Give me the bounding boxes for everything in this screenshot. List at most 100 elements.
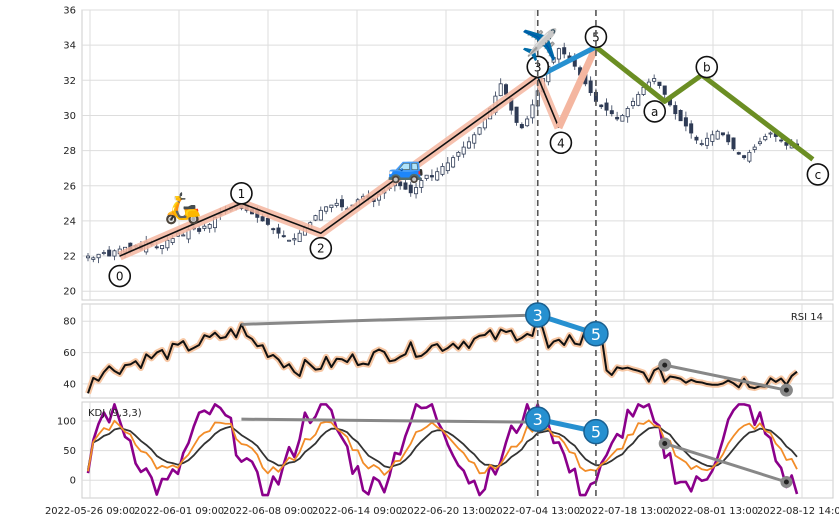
candle-body	[181, 234, 186, 237]
x-tick-label: 2022-08-12 14:00	[757, 506, 839, 517]
candle-body	[202, 225, 207, 229]
candle-body	[503, 84, 508, 95]
candle-body	[414, 187, 419, 195]
candle-body	[440, 166, 445, 175]
candle-body	[498, 83, 503, 97]
candle-body	[165, 239, 170, 249]
x-tick-label: 2022-05-26 09:00	[45, 506, 135, 517]
candle-body	[419, 180, 424, 188]
y-tick-label: 32	[63, 76, 76, 87]
candle-body	[424, 174, 429, 179]
candle-body	[673, 105, 678, 115]
candle-body	[160, 245, 165, 249]
candle-body	[154, 246, 159, 249]
y-tick-label: 60	[63, 348, 76, 359]
wave-label-circle-0	[108, 264, 132, 288]
candle-body	[260, 216, 265, 222]
x-tick-label: 2022-07-04 13:00	[490, 506, 580, 517]
y-tick-label: 24	[63, 216, 76, 227]
corrective-wave-line	[594, 44, 815, 162]
candle-body	[779, 139, 784, 142]
candle-body	[96, 253, 101, 259]
candle-body	[694, 136, 699, 141]
candle-body	[265, 217, 270, 225]
wave-label-2: 2	[317, 242, 325, 256]
wave-label-circle-a	[643, 100, 667, 123]
candle-body	[731, 137, 736, 150]
wave-label-a: a	[651, 105, 658, 119]
candle-body	[620, 115, 625, 122]
x-tick-label: 2022-06-08 09:00	[223, 506, 313, 517]
candle-body	[556, 48, 561, 60]
panel-kdj	[81, 401, 834, 499]
divergence-marker-3	[524, 406, 551, 432]
candle-body	[339, 199, 344, 208]
x-tick-label: 2022-06-20 13:00	[401, 506, 491, 517]
rsi-divergence-line	[241, 313, 538, 326]
candle-body	[276, 227, 281, 234]
divergence-marker-label-5: 5	[591, 423, 601, 442]
candle-body	[112, 250, 117, 257]
candle-body	[652, 78, 657, 82]
x-tick-label: 2022-06-01 09:00	[134, 506, 224, 517]
wave-label-c: c	[815, 168, 822, 182]
candle-body	[107, 249, 112, 257]
candle-body	[329, 204, 334, 208]
candle-body	[699, 143, 704, 145]
candle-body	[456, 151, 461, 157]
candle-body	[615, 116, 620, 120]
wave-label-1: 1	[238, 187, 246, 201]
car-icon: 🚙	[387, 150, 424, 185]
wave-label-circle-b	[695, 55, 719, 79]
kdj-divergence-line	[241, 417, 538, 424]
candle-body	[599, 104, 604, 108]
y-tick-label: 40	[63, 379, 76, 390]
wave-label-circle-2	[309, 236, 333, 260]
candle-body	[763, 136, 768, 141]
candle-body	[609, 110, 614, 115]
candle-body	[207, 224, 212, 229]
wave-label-4: 4	[557, 136, 565, 150]
y-tick-label: 50	[63, 446, 76, 457]
y-tick-label: 30	[63, 111, 76, 122]
impulse-wave-line	[119, 75, 560, 257]
wave-label-circle-4	[549, 131, 573, 155]
y-tick-label: 100	[57, 416, 76, 427]
candle-body	[742, 155, 747, 159]
candle-body	[662, 85, 667, 95]
rsi-divergence-dot-center	[662, 362, 668, 368]
candle-body	[678, 110, 683, 122]
candle-body	[445, 162, 450, 172]
candle-body	[551, 57, 556, 63]
plane-icon: ✈️	[521, 26, 558, 63]
candle-body	[784, 142, 789, 146]
candle-body	[435, 171, 440, 181]
wave-label-circle-5	[584, 25, 608, 49]
y-tick-label: 20	[63, 287, 76, 298]
candle-body	[429, 175, 434, 178]
candle-body	[461, 146, 466, 155]
y-tick-label: 36	[63, 6, 76, 17]
candle-body	[683, 117, 688, 127]
candle-body	[752, 146, 757, 150]
wave-4-5-band	[555, 45, 600, 130]
candle-body	[562, 47, 567, 55]
y-tick-label: 22	[63, 252, 76, 263]
kdj-label: KDJ (9,3,3)	[88, 408, 142, 419]
candle-body	[197, 228, 202, 232]
candle-body	[625, 108, 630, 118]
candle-body	[297, 232, 302, 242]
wave-label-5: 5	[592, 30, 600, 44]
candle-body	[281, 235, 286, 238]
candle-body	[91, 257, 96, 260]
wave-label-3: 3	[534, 60, 542, 74]
candle-body	[466, 141, 471, 149]
divergence-marker-label-3: 3	[533, 410, 543, 429]
candle-body	[334, 202, 339, 206]
candle-body	[170, 238, 175, 243]
wave-label-circle-3	[526, 55, 550, 79]
candle-body	[689, 123, 694, 134]
x-tick-label: 2022-06-14 09:00	[312, 506, 402, 517]
candle-body	[736, 152, 741, 155]
